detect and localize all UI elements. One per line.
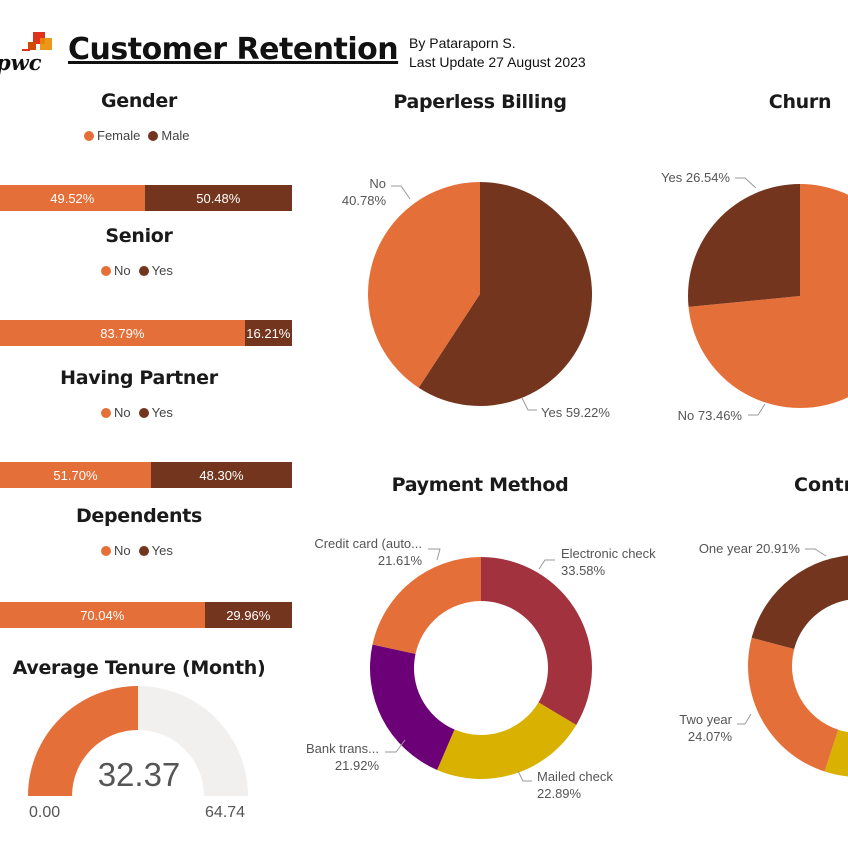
last-update-text: Last Update 27 August 2023: [409, 54, 586, 70]
slice-mailed-check: [437, 702, 577, 779]
leader-line: [517, 770, 532, 782]
paperless-title: Paperless Billing: [393, 91, 567, 113]
leader-line: [805, 548, 827, 557]
legend-no: No: [114, 543, 131, 558]
gender-bar: 49.52% 50.48%: [0, 185, 292, 211]
senior-title: Senior: [105, 225, 173, 247]
slice-label: Bank trans... 21.92%: [306, 741, 379, 773]
logo-underline: [22, 49, 30, 51]
slice-one-year: [751, 555, 848, 649]
slice-label: Electronic check 33.58%: [561, 546, 656, 578]
slice-two-year: [748, 637, 839, 772]
legend-swatch-no: [101, 407, 111, 418]
tenure-gauge: Average Tenure (Month) 32.37 0.00 64.74: [0, 655, 280, 835]
leader-line: [735, 177, 757, 189]
gauge-max: 64.74: [205, 804, 246, 821]
slice-electronic-check: [481, 557, 592, 725]
contract-title: Contr: [794, 474, 848, 496]
partner-legend: No Yes: [101, 405, 173, 420]
slice-no: [368, 182, 480, 388]
partner-title: Having Partner: [60, 367, 218, 389]
dependents-legend: No Yes: [101, 543, 173, 558]
legend-yes: Yes: [151, 405, 173, 420]
slice-label: No 73.46%: [678, 408, 743, 423]
gender-title: Gender: [100, 90, 178, 112]
leader-line: [538, 559, 555, 570]
slice-no: [688, 184, 848, 408]
bar-segment-yes: 29.96%: [204, 602, 292, 628]
dependents-bar: 70.04% 29.96%: [0, 602, 292, 628]
partner-bar: 51.70% 48.30%: [0, 462, 292, 488]
legend-swatch-female: [84, 130, 94, 141]
legend-no: No: [114, 263, 131, 278]
leader-line: [428, 548, 441, 561]
slice-label: Mailed check 22.89%: [537, 769, 613, 801]
slice-credit-card-automatic: [372, 557, 481, 654]
legend-no: No: [114, 405, 131, 420]
legend-male: Male: [161, 128, 190, 143]
leader-line: [748, 403, 766, 416]
logo-block-medium: [40, 38, 52, 50]
slice-month-to-month: [824, 729, 848, 777]
slice-label: Credit card (auto... 21.61%: [314, 536, 422, 568]
gauge-fill: [28, 686, 138, 796]
legend-swatch-yes: [138, 407, 149, 418]
leader-line: [737, 713, 752, 725]
legend-swatch-yes: [138, 545, 149, 556]
legend-swatch-no: [101, 265, 111, 276]
dependents-title: Dependents: [75, 505, 203, 527]
leader-line: [385, 739, 406, 753]
byline: By Pataraporn S. Last Update 27 August 2…: [409, 34, 586, 72]
legend-yes: Yes: [151, 263, 173, 278]
payment-title: Payment Method: [391, 474, 569, 496]
legend-swatch-male: [148, 130, 159, 141]
gauge-min: 0.00: [29, 804, 61, 821]
legend-yes: Yes: [151, 543, 173, 558]
pwc-logo: pwc: [0, 30, 56, 76]
legend-female: Female: [97, 128, 141, 143]
bar-segment-male: 50.48%: [144, 185, 292, 211]
slice-label: No 40.78%: [342, 176, 387, 208]
slice-yes: [418, 182, 593, 407]
bar-segment-yes: 48.30%: [150, 462, 292, 488]
senior-bar: 83.79% 16.21%: [0, 320, 292, 346]
author-text: By Pataraporn S.: [409, 35, 516, 51]
senior-legend: No Yes: [101, 263, 173, 278]
bar-segment-no: 70.04%: [0, 602, 205, 628]
gender-legend: Female Male: [84, 128, 190, 143]
slice-label: One year 20.91%: [699, 541, 801, 556]
tenure-title: Average Tenure (Month): [12, 657, 266, 679]
legend-swatch-yes: [138, 265, 149, 276]
bar-segment-no: 83.79%: [0, 320, 245, 346]
churn-title: Churn: [768, 91, 832, 113]
gauge-svg: [28, 686, 248, 796]
slice-label: Two year 24.07%: [679, 712, 732, 744]
bar-segment-yes: 16.21%: [244, 320, 292, 346]
page-title: Customer Retention: [68, 32, 399, 67]
logo-block-small: [28, 42, 36, 50]
bar-segment-no: 51.70%: [0, 462, 151, 488]
gauge-value: 32.37: [97, 756, 181, 793]
bar-segment-female: 49.52%: [0, 185, 145, 211]
logo-text: pwc: [0, 50, 42, 75]
slice-yes: [688, 184, 800, 307]
slice-label: Yes 26.54%: [661, 170, 730, 185]
leader-line: [521, 397, 537, 411]
leader-line: [391, 185, 411, 200]
legend-swatch-no: [101, 545, 111, 556]
slice-label: Yes 59.22%: [541, 405, 610, 420]
slice-bank-transfer: [370, 644, 455, 770]
